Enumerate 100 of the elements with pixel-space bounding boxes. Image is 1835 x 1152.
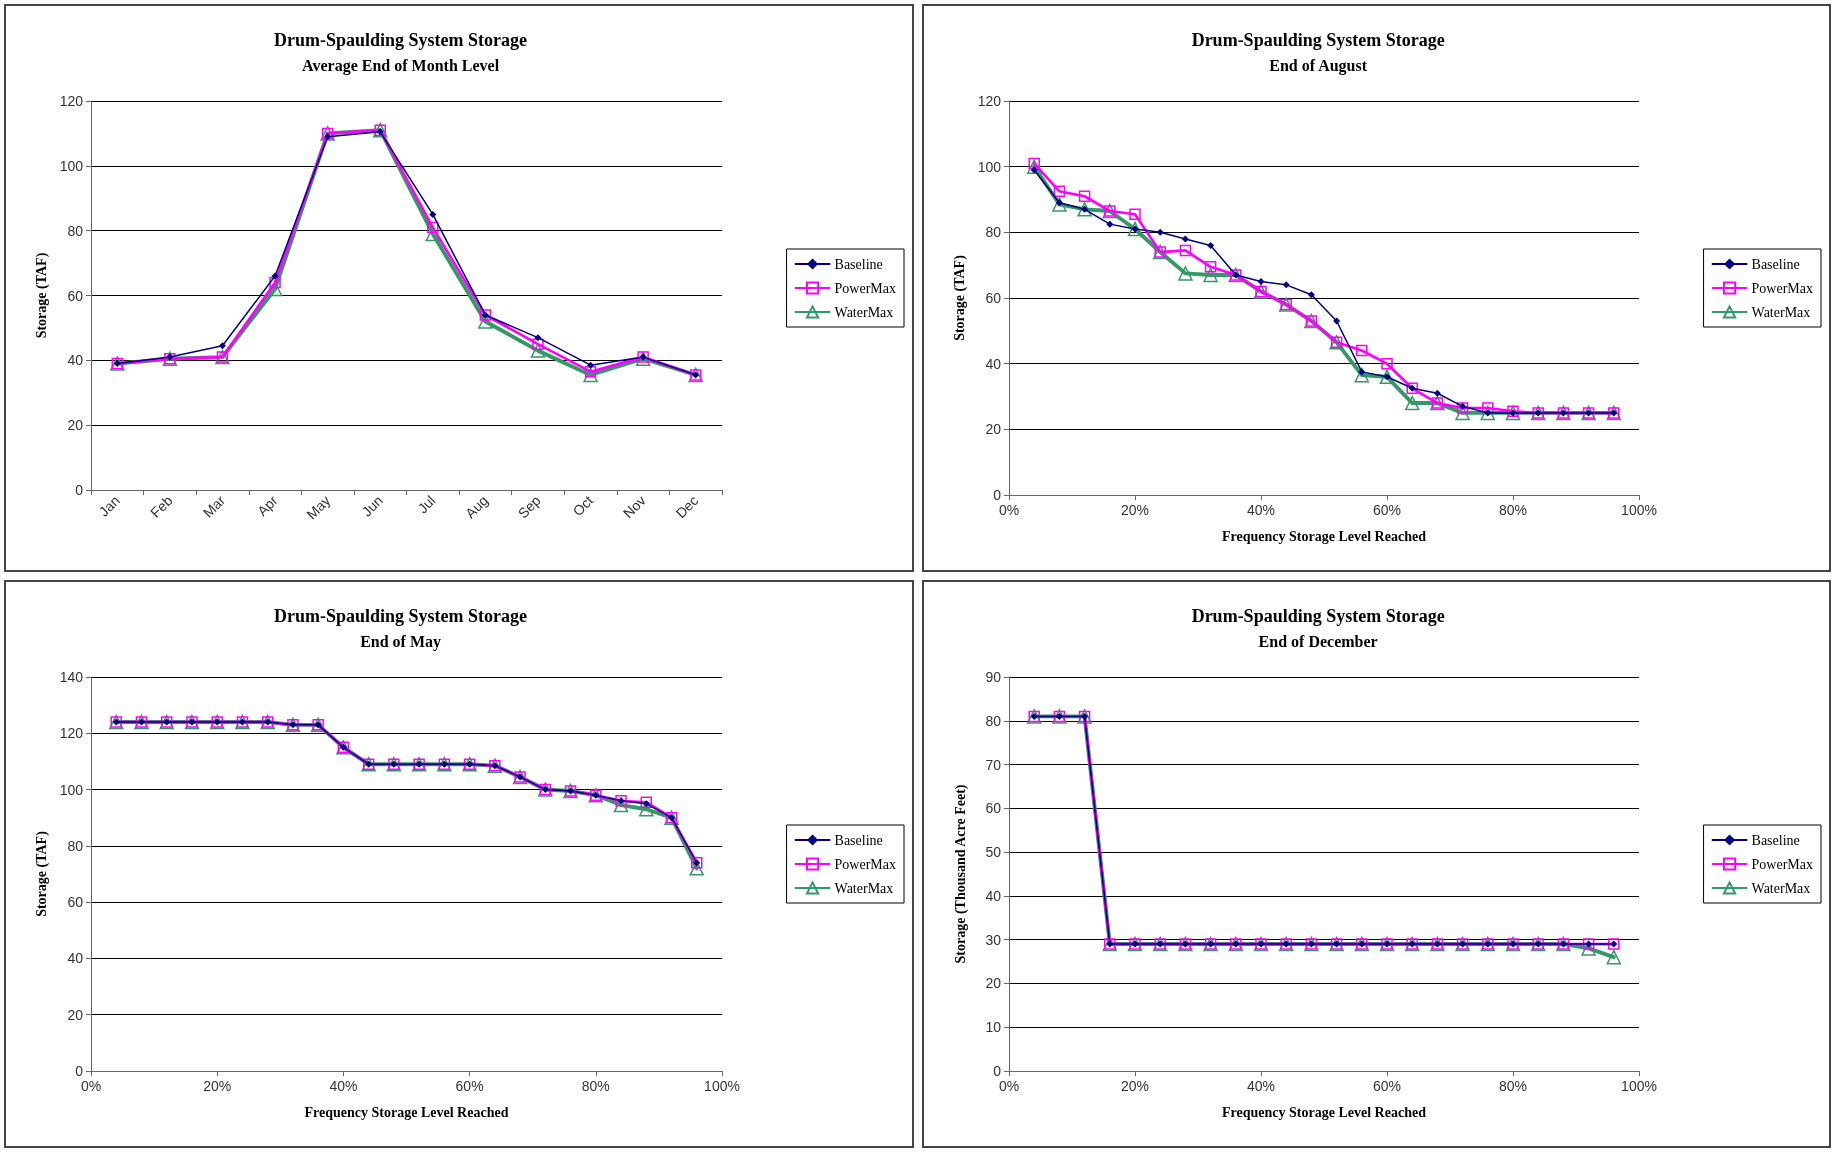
point (1179, 244, 1192, 257)
y-tick-label: 60 (985, 290, 1002, 306)
chart-title: Drum-Spaulding System Storage (274, 30, 528, 50)
point (1581, 941, 1596, 956)
y-tick-label: 20 (67, 1006, 84, 1023)
y-tick-label: 60 (985, 800, 1002, 817)
x-tick-label: 40% (1246, 1078, 1276, 1094)
point (1257, 278, 1265, 286)
y-axis-title: Storage (TAF) (34, 830, 51, 917)
x-tick-label: Mar (199, 492, 229, 521)
y-tick-label: 40 (67, 352, 84, 369)
x-tick-label: Jul (414, 492, 439, 517)
legend-label: WaterMax (834, 880, 894, 896)
y-tick-label: 120 (59, 725, 84, 742)
point (269, 276, 281, 289)
y-tick-label: 80 (67, 222, 84, 239)
point (1077, 202, 1092, 217)
y-tick-label: 40 (985, 887, 1002, 904)
y-axis-title: Storage (TAF) (34, 252, 51, 339)
x-tick-label: 40% (329, 1078, 358, 1094)
chart-subtitle: End of December (1258, 632, 1378, 650)
point (587, 361, 595, 369)
point (1480, 405, 1496, 421)
y-tick-label: 120 (59, 93, 84, 109)
x-axis-title: Frequency Storage Level Reached (1222, 1104, 1427, 1120)
x-tick-label: 20% (203, 1078, 232, 1094)
x-axis-title: Frequency Storage Level Reached (304, 1104, 509, 1120)
y-tick-label: 0 (993, 487, 1002, 503)
point (1026, 159, 1042, 174)
legend-label: Baseline (1751, 256, 1800, 272)
point (1456, 402, 1469, 414)
point (1053, 185, 1066, 198)
y-tick-label: 40 (985, 355, 1002, 372)
point (532, 338, 544, 350)
x-tick-label: 80% (1498, 1078, 1528, 1094)
legend-label: WaterMax (1751, 304, 1811, 320)
y-tick-label: 80 (985, 712, 1002, 729)
point (1204, 261, 1217, 273)
y-tick-label: 60 (67, 287, 84, 304)
y-tick-label: 0 (75, 1063, 84, 1079)
y-tick-label: 140 (59, 669, 84, 685)
x-tick-label: 80% (1498, 502, 1528, 518)
legend-label: WaterMax (1751, 880, 1811, 896)
y-tick-label: 100 (977, 158, 1002, 175)
x-tick-label: Jan (95, 492, 123, 520)
y-tick-label: 0 (993, 1063, 1002, 1079)
point (1181, 235, 1189, 243)
x-tick-label: 60% (455, 1078, 484, 1094)
y-tick-label: 20 (985, 421, 1002, 438)
point (1356, 344, 1368, 357)
y-tick-label: 120 (977, 93, 1002, 109)
point (1354, 367, 1370, 383)
y-tick-label: 10 (985, 1019, 1002, 1036)
x-tick-label: 100% (1621, 502, 1657, 518)
point (530, 343, 546, 358)
legend-label: Baseline (1751, 832, 1800, 848)
point (1381, 357, 1393, 370)
point (1207, 241, 1215, 249)
y-tick-label: 30 (985, 931, 1002, 948)
x-tick-label: 20% (1120, 502, 1150, 518)
legend-label: WaterMax (834, 304, 894, 320)
chart-title: Drum-Spaulding System Storage (1191, 606, 1445, 626)
x-tick-label: Sep (514, 492, 544, 522)
point (1028, 157, 1040, 170)
legend-label: PowerMax (1751, 280, 1813, 296)
x-tick-label: Nov (619, 492, 649, 522)
y-axis-title: Storage (Thousand Acre Feet) (952, 784, 969, 964)
y-tick-label: 0 (75, 482, 84, 498)
x-tick-label: Dec (672, 492, 702, 522)
chart-subtitle: End of August (1269, 56, 1368, 75)
x-tick-label: 100% (1621, 1078, 1657, 1094)
x-tick-label: 60% (1372, 502, 1402, 518)
point (1404, 395, 1420, 411)
x-axis-title: Frequency Storage Level Reached (1222, 528, 1427, 544)
legend-label: PowerMax (834, 280, 896, 296)
y-tick-label: 20 (985, 975, 1002, 992)
x-tick-label: 80% (581, 1078, 610, 1094)
point (583, 367, 598, 383)
point (427, 221, 439, 234)
point (584, 365, 597, 378)
chart-title: Drum-Spaulding System Storage (1191, 30, 1445, 50)
y-tick-label: 100 (59, 781, 84, 798)
y-tick-label: 100 (59, 157, 84, 174)
x-tick-label: Apr (253, 492, 281, 520)
point (1078, 190, 1091, 202)
x-tick-label: 0% (998, 1078, 1020, 1094)
chart-subtitle: Average End of Month Level (302, 56, 500, 75)
point (534, 334, 542, 342)
point (1203, 267, 1218, 283)
x-tick-label: Feb (147, 492, 176, 521)
chart-title: Drum-Spaulding System Storage (274, 606, 528, 626)
y-tick-label: 50 (985, 844, 1002, 861)
point (1333, 317, 1341, 325)
y-tick-label: 80 (67, 837, 84, 854)
y-tick-label: 40 (67, 950, 84, 967)
x-tick-label: 20% (1120, 1078, 1150, 1094)
point (1106, 220, 1114, 228)
legend-label: PowerMax (1751, 856, 1813, 872)
point (1156, 228, 1164, 236)
point (1282, 281, 1290, 289)
